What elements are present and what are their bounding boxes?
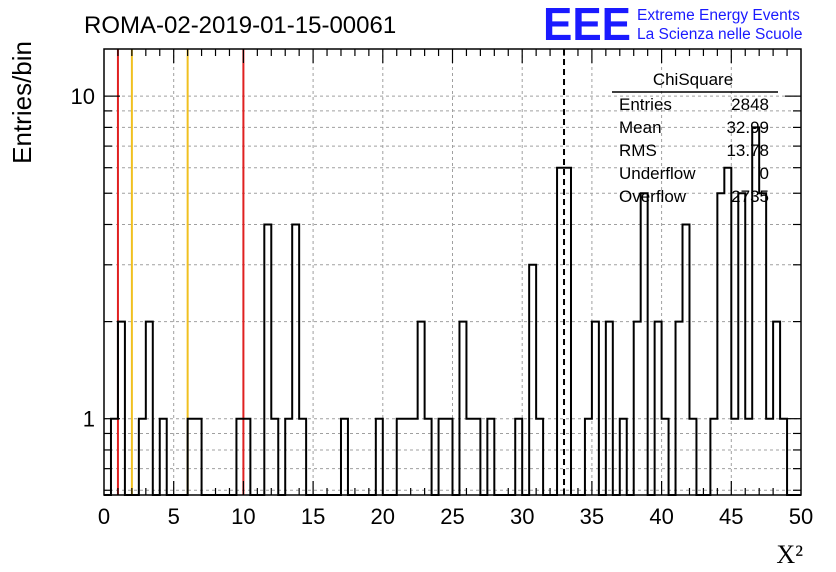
x-tick-label: 15 <box>301 504 325 529</box>
x-tick-label: 0 <box>98 504 110 529</box>
y-tick-label: 1 <box>83 407 95 432</box>
eee-logo-line1: Extreme Energy Events <box>637 7 800 24</box>
x-tick-label: 50 <box>789 504 813 529</box>
chart-title: ROMA-02-2019-01-15-00061 <box>84 12 396 39</box>
x-tick-label: 25 <box>440 504 464 529</box>
eee-logo-line2: La Scienza nelle Scuole <box>637 26 802 43</box>
stats-label-underflow: Underflow <box>619 164 696 183</box>
stats-label-overflow: Overflow <box>619 187 687 206</box>
eee-logo-mark: EEE <box>543 0 631 50</box>
x-tick-label: 35 <box>580 504 604 529</box>
stats-value-rms: 13.78 <box>726 141 769 160</box>
x-tick-label: 45 <box>719 504 743 529</box>
stats-label-mean: Mean <box>619 118 662 137</box>
x-tick-label: 20 <box>371 504 395 529</box>
y-tick-label: 10 <box>71 84 95 109</box>
x-tick-label: 30 <box>510 504 534 529</box>
stats-value-mean: 32.99 <box>726 118 769 137</box>
grid-lines <box>104 49 801 495</box>
stats-value-underflow: 0 <box>760 164 769 183</box>
y-axis-label: Entries/bin <box>7 41 37 164</box>
stats-label-entries: Entries <box>619 95 672 114</box>
x-tick-label: 5 <box>168 504 180 529</box>
x-axis-label: X² <box>776 540 803 569</box>
x-tick-label: 40 <box>649 504 673 529</box>
axes-ticks: 0 5 10 15 20 25 30 35 40 45 50 1 10 <box>71 49 813 529</box>
x-tick-label: 10 <box>231 504 255 529</box>
stats-title: ChiSquare <box>653 70 733 89</box>
eee-logo: EEE Extreme Energy Events La Scienza nel… <box>543 0 802 50</box>
stats-label-rms: RMS <box>619 141 657 160</box>
stats-box: ChiSquare Entries 2848 Mean 32.99 RMS 13… <box>612 70 778 206</box>
stats-value-entries: 2848 <box>731 95 769 114</box>
stats-value-overflow: 2735 <box>731 187 769 206</box>
